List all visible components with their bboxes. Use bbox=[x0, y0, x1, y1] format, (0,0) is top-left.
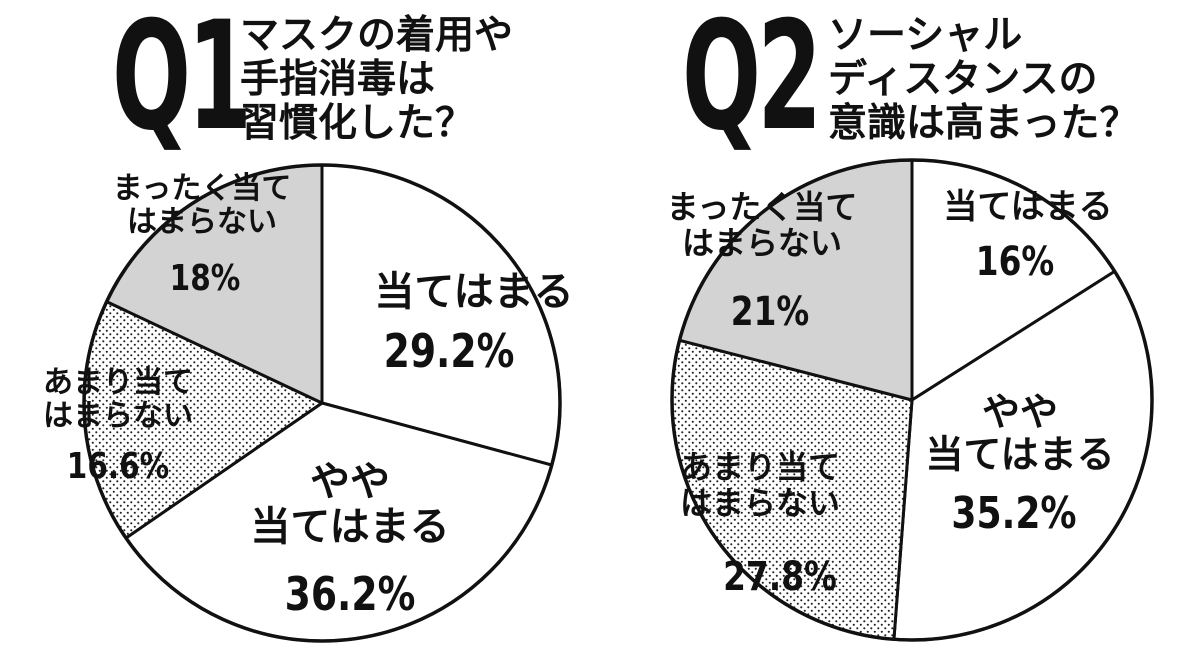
slice-name-label: まったく当て bbox=[667, 188, 858, 226]
question-title-q1: マスクの着用や 手指消毒は 習慣化した？ bbox=[240, 14, 513, 146]
slice-name-label: 当てはまる bbox=[925, 433, 1114, 477]
slice-name-label: はまらない bbox=[43, 399, 193, 434]
slice-name-label: あまり当て bbox=[43, 365, 193, 400]
question-title-line: マスクの着用や bbox=[240, 13, 514, 58]
slice-name-label: やや bbox=[982, 390, 1058, 434]
pie-chart-q1: 当てはまる29.2%やや当てはまる36.2%あまり当てはまらない16.6%まった… bbox=[43, 163, 574, 643]
slice-value-label: 16% bbox=[976, 238, 1054, 285]
pie-chart-q2: 当てはまる16%やや当てはまる35.2%あまり当てはまらない27.8%まったく当… bbox=[667, 158, 1154, 642]
question-title-line: 習慣化した？ bbox=[240, 101, 475, 146]
slice-name-label: はまらない bbox=[127, 205, 277, 240]
slice-value-label: 16.6% bbox=[67, 444, 169, 487]
slice-name-label: あまり当て bbox=[680, 448, 840, 486]
question-title-line: ソーシャル bbox=[828, 13, 1023, 58]
slice-value-label: 29.2% bbox=[384, 324, 515, 378]
slice-value-label: 21% bbox=[731, 288, 809, 335]
slice-name-label: はまらない bbox=[682, 224, 842, 262]
slice-value-label: 36.2% bbox=[285, 567, 416, 621]
question-title-line: 手指消毒は bbox=[240, 57, 436, 102]
question-number-q1: Q1 bbox=[112, 0, 252, 164]
slice-name-label: はまらない bbox=[680, 484, 840, 522]
slice-name-label: まったく当て bbox=[113, 171, 292, 206]
question-title-q2: ソーシャル ディスタンスの 意識は高まった？ bbox=[828, 14, 1138, 146]
slice-value-label: 27.8% bbox=[723, 553, 837, 600]
question-title-line: ディスタンスの bbox=[828, 57, 1098, 102]
slice-name-label: 当てはまる bbox=[374, 269, 573, 315]
pie-outline bbox=[82, 163, 562, 643]
chart-panel-q2: Q2 ソーシャル ディスタンスの 意識は高まった？ 当てはまる 16% やや 当てはま… bbox=[600, 0, 1200, 669]
question-title-line: 意識は高まった？ bbox=[828, 101, 1139, 146]
slice-name-label: 当てはまる bbox=[250, 504, 449, 550]
chart-panel-q1: Q1 マスクの着用や 手指消毒は 習慣化した？ 当てはまる 29.2% やや 当てはま… bbox=[43, 0, 574, 643]
question-number-q2: Q2 bbox=[682, 0, 822, 164]
slice-value-label: 35.2% bbox=[951, 489, 1076, 539]
slice-name-label: 当てはまる bbox=[943, 187, 1112, 227]
pie-outline bbox=[670, 158, 1154, 642]
slice-name-label: やや bbox=[310, 459, 390, 505]
slice-value-label: 18% bbox=[170, 256, 241, 299]
